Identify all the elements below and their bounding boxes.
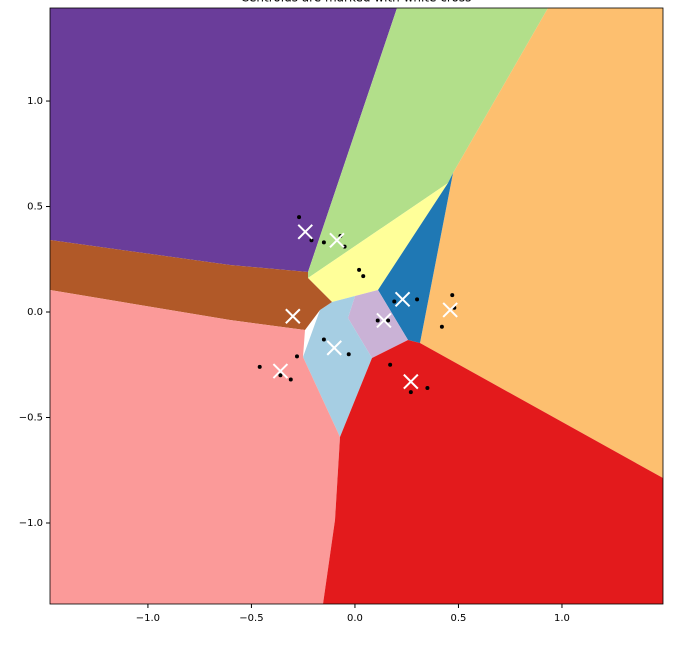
data-point [346,352,351,357]
x-tick-label: 0.0 [347,613,363,624]
data-point [288,377,293,382]
centroid-marker [403,373,419,390]
centroid-marker [297,224,313,240]
centroid-marker [394,291,411,308]
data-point [386,318,391,323]
region [323,340,663,604]
data-point [392,299,397,304]
region [50,8,397,272]
data-point [294,354,299,359]
centroid-marker [442,302,458,318]
region [308,8,548,278]
region [378,173,453,343]
y-tick-label: 1.0 [27,96,43,107]
data-point [309,238,314,243]
y-tick-label: 0.5 [27,202,43,213]
centroid-marker [376,312,392,329]
centroid-marker [329,232,345,248]
plot-frame [49,7,664,605]
x-tick-label: −0.5 [239,613,263,624]
decision-regions [50,8,663,604]
data-point [361,274,366,279]
centroid-marker [272,363,289,379]
region [50,240,332,330]
x-tick-label: 0.5 [451,613,467,624]
data-point [297,215,302,220]
data-point [408,390,413,395]
data-point [321,337,326,342]
region [308,183,448,302]
region [50,290,340,604]
data-point [278,373,283,378]
x-tick-label: 1.0 [554,613,570,624]
y-tick-label: −1.0 [19,518,43,529]
data-point [375,318,380,323]
centroid-marker [285,308,301,324]
data-point [425,385,430,390]
region [420,8,663,478]
chart-title: Centroids are marked with white cross [241,0,472,5]
region [303,296,372,437]
centroid-marker [326,340,342,356]
data-point [450,293,455,298]
data-point [415,297,420,302]
y-tick-label: 0.0 [27,307,43,318]
y-tick-label: −0.5 [19,412,43,423]
region [348,290,408,358]
x-tick-label: −1.0 [136,613,160,624]
data-point [357,267,362,272]
data-point [439,324,444,329]
data-point [257,364,262,369]
data-point [388,362,393,367]
data-point [321,240,326,245]
